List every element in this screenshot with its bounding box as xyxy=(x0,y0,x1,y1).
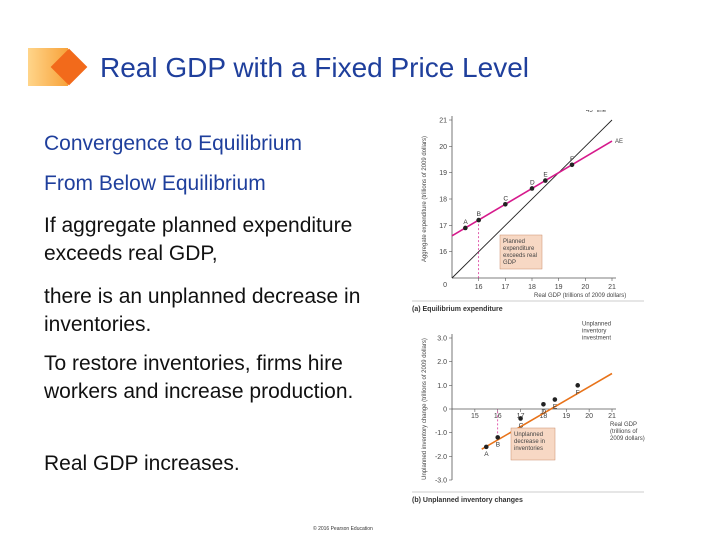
x-tick-label: 18 xyxy=(528,284,536,291)
chart-equilibrium-expenditure: 16 17 18 19 20 21 16 17 18 19 20 21 0 Aggregate expen… xyxy=(412,110,644,313)
x-tick-label: 21 xyxy=(608,413,616,420)
x-tick-label: 19 xyxy=(555,284,563,291)
y-tick-label: 3.0 xyxy=(437,336,447,343)
series-line xyxy=(481,372,613,450)
x-axis-label: Real GDP (trillions of 2009 dollars) xyxy=(610,422,645,442)
series-label: Unplanned inventory investment xyxy=(582,322,611,342)
x-axis-label: Real GDP (trillions of 2009 dollars) xyxy=(534,293,626,299)
paragraph-expenditure-exceeds: If aggregate planned expenditure exceeds… xyxy=(44,214,353,265)
y-tick-label: 16 xyxy=(439,249,447,256)
data-point-a xyxy=(463,225,468,231)
x-tick-label: 19 xyxy=(562,413,570,420)
data-point-d xyxy=(529,186,535,191)
data-point-e xyxy=(552,397,558,402)
point-label-d: D xyxy=(541,408,546,415)
y-axis-label: Aggregate expenditure (trillions of 2009… xyxy=(422,136,428,262)
point-label-e: E xyxy=(553,404,558,411)
y-tick-label: -3.0 xyxy=(435,478,447,485)
point-label-f: F xyxy=(570,156,574,163)
annotation-text: Planned expenditure exceeds real GDP xyxy=(503,239,537,266)
data-point-e xyxy=(543,178,548,183)
annotation-text: Unplanned decrease in inventories xyxy=(514,432,545,452)
data-point-f xyxy=(575,383,581,388)
heading-from-below: From Below Equilibrium xyxy=(44,172,266,195)
paragraph-gdp-increases: Real GDP increases. xyxy=(44,452,240,475)
data-point-d xyxy=(541,401,546,407)
y-tick-label: -1.0 xyxy=(435,430,447,437)
heading-convergence: Convergence to Equilibrium xyxy=(44,132,302,155)
footer-copyright: © 2016 Pearson Education xyxy=(313,526,373,532)
paragraph-restore-inventories: To restore inventories, firms hire worke… xyxy=(44,352,354,403)
y-tick-label: 19 xyxy=(439,170,447,177)
point-label-c: C xyxy=(519,422,524,429)
annotation-box xyxy=(499,234,543,270)
slide-title: Real GDP with a Fixed Price Level xyxy=(100,52,529,83)
x-tick-label: 15 xyxy=(471,413,479,420)
data-point-c xyxy=(503,201,508,207)
annotation-box xyxy=(510,427,556,461)
paragraph-inventory-decrease: there is an unplanned decrease in invent… xyxy=(44,285,361,336)
y-tick-label: 1.0 xyxy=(437,383,447,390)
series-label: AE xyxy=(615,139,623,145)
y-tick-label: 20 xyxy=(439,144,447,151)
x-tick-label: 21 xyxy=(608,284,616,291)
x-tick-label: 20 xyxy=(581,284,589,291)
point-label-f: F xyxy=(576,389,580,396)
y-axis-label: Unplanned inventory change (trillions of… xyxy=(422,338,428,480)
point-label-b: B xyxy=(477,211,481,218)
point-label-d: D xyxy=(530,179,535,186)
y-tick-label: -2.0 xyxy=(435,454,447,461)
panel-label: (a) Equilibrium expenditure xyxy=(412,306,503,313)
y-tick-label: 17 xyxy=(439,223,447,230)
data-point-c xyxy=(518,416,523,421)
data-point-f xyxy=(569,162,575,168)
chart-unplanned-inventory: 3.02.01.00-1.0-2.0-3.015161718192021Unpl… xyxy=(412,322,645,504)
y-tick-label: 18 xyxy=(439,197,447,204)
x-tick-label: 20 xyxy=(585,413,593,420)
y-tick-label: 2.0 xyxy=(437,359,447,366)
data-point-a xyxy=(483,444,489,450)
y-tick-label: 21 xyxy=(439,118,447,125)
x-tick-label: 16 xyxy=(475,284,483,291)
series-label: 45° line xyxy=(586,110,607,114)
x-tick-label: 18 xyxy=(540,413,548,420)
point-label-e: E xyxy=(543,172,548,179)
x-tick-label: 17 xyxy=(501,284,509,291)
point-label-a: A xyxy=(463,219,468,226)
data-point-b xyxy=(495,435,501,440)
point-label-a: A xyxy=(484,451,489,458)
origin-label: 0 xyxy=(443,282,447,289)
panel-label: (b) Unplanned inventory changes xyxy=(412,497,523,504)
series-line xyxy=(451,119,613,279)
point-label-b: B xyxy=(496,441,500,448)
y-tick-label: 0 xyxy=(443,407,447,414)
data-point-b xyxy=(476,217,481,223)
point-label-c: C xyxy=(503,195,508,202)
